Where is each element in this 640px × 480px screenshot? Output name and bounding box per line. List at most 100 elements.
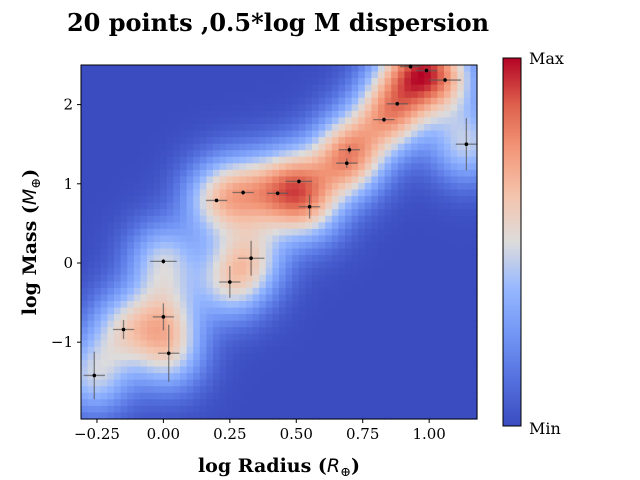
heatmap-cell	[417, 183, 425, 191]
heatmap-cell	[81, 104, 89, 112]
heatmap-cell	[147, 366, 155, 374]
heatmap-cell	[246, 307, 254, 315]
heatmap-cell	[246, 91, 254, 99]
heatmap-cell	[239, 353, 247, 361]
heatmap-cell	[140, 255, 148, 263]
heatmap-cell	[325, 97, 333, 105]
heatmap-cell	[213, 137, 221, 145]
heatmap-cell	[94, 196, 102, 204]
heatmap-cell	[384, 307, 392, 315]
heatmap-cell	[206, 248, 214, 256]
heatmap-cell	[246, 117, 254, 125]
heatmap-cell	[331, 91, 339, 99]
heatmap-cell	[292, 176, 300, 184]
heatmap-cell	[180, 248, 188, 256]
heatmap-cell	[378, 412, 386, 420]
heatmap-cell	[450, 150, 458, 158]
heatmap-cell	[133, 242, 141, 250]
heatmap-cell	[378, 84, 386, 92]
heatmap-cell	[81, 255, 89, 263]
heatmap-cell	[265, 399, 273, 407]
heatmap-cell	[120, 163, 128, 171]
heatmap-cell	[325, 346, 333, 355]
heatmap-cell	[470, 196, 478, 204]
heatmap-cell	[404, 346, 412, 355]
heatmap-cell	[397, 333, 405, 341]
heatmap-cell	[219, 176, 227, 184]
heatmap-cell	[292, 366, 300, 374]
heatmap-cell	[358, 287, 366, 296]
heatmap-cell	[226, 169, 234, 178]
heatmap-cell	[120, 215, 128, 223]
heatmap-cell	[298, 117, 306, 125]
heatmap-cell	[173, 412, 181, 420]
heatmap-cell	[259, 71, 267, 79]
heatmap-cell	[470, 235, 478, 243]
heatmap-cell	[226, 117, 234, 125]
heatmap-cell	[444, 130, 452, 138]
heatmap-cell	[226, 130, 234, 138]
heatmap-cell	[279, 333, 287, 341]
heatmap-cell	[166, 314, 174, 322]
heatmap-cell	[219, 156, 227, 164]
heatmap-cell	[358, 189, 366, 197]
heatmap-cell	[140, 392, 148, 400]
heatmap-cell	[219, 183, 227, 191]
heatmap-cell	[166, 209, 174, 217]
heatmap-cell	[180, 392, 188, 400]
heatmap-cell	[384, 91, 392, 99]
heatmap-cell	[232, 373, 240, 381]
heatmap-cell	[391, 215, 399, 223]
heatmap-cell	[285, 91, 293, 99]
heatmap-cell	[345, 169, 353, 178]
heatmap-cell	[417, 307, 425, 315]
heatmap-cell	[424, 405, 432, 414]
heatmap-cell	[437, 71, 445, 79]
heatmap-cell	[411, 183, 419, 191]
heatmap-cell	[252, 228, 260, 237]
heatmap-cell	[114, 366, 122, 374]
heatmap-cell	[272, 97, 280, 105]
heatmap-cell	[371, 137, 379, 145]
heatmap-cell	[345, 209, 353, 217]
heatmap-cell	[298, 189, 306, 197]
heatmap-cell	[153, 327, 161, 335]
heatmap-cell	[279, 215, 287, 223]
heatmap-cell	[206, 405, 214, 414]
heatmap-cell	[437, 156, 445, 164]
x-axis-label: log Radius (R⊕)	[198, 455, 360, 480]
heatmap-cell	[378, 183, 386, 191]
heatmap-cell	[199, 301, 207, 309]
heatmap-cell	[279, 399, 287, 407]
heatmap-cell	[424, 71, 432, 79]
heatmap-cell	[318, 222, 326, 230]
heatmap-cell	[81, 235, 89, 243]
heatmap-cell	[259, 78, 267, 86]
heatmap-cell	[384, 353, 392, 361]
heatmap-cell	[285, 274, 293, 282]
heatmap-cell	[259, 412, 267, 420]
heatmap-cell	[384, 379, 392, 387]
heatmap-cell	[186, 261, 194, 269]
heatmap-cell	[378, 209, 386, 217]
heatmap-cell	[463, 71, 471, 79]
heatmap-cell	[411, 373, 419, 381]
heatmap-cell	[417, 360, 425, 368]
heatmap-cell	[411, 261, 419, 269]
heatmap-cell	[345, 228, 353, 237]
heatmap-cell	[153, 281, 161, 289]
heatmap-cell	[430, 215, 438, 223]
heatmap-cell	[285, 360, 293, 368]
heatmap-cell	[265, 392, 273, 400]
heatmap-cell	[140, 386, 148, 394]
heatmap-cell	[81, 366, 89, 374]
heatmap-cell	[285, 222, 293, 230]
heatmap-cell	[87, 392, 95, 400]
heatmap-cell	[246, 150, 254, 158]
heatmap-cell	[153, 196, 161, 204]
heatmap-cell	[140, 360, 148, 368]
heatmap-cell	[358, 183, 366, 191]
heatmap-cell	[430, 65, 438, 73]
heatmap-cell	[411, 274, 419, 282]
heatmap-cell	[397, 84, 405, 92]
